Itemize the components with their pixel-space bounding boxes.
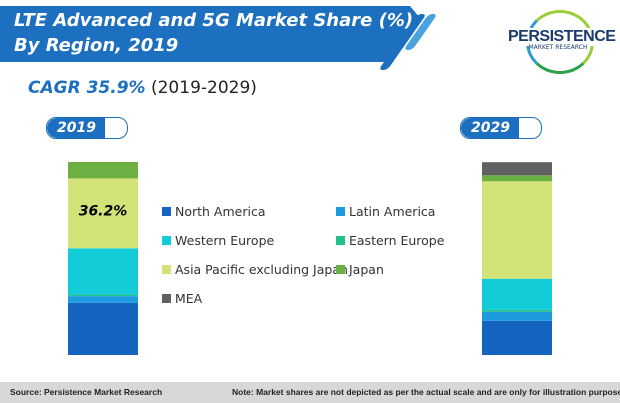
cagr-text: CAGR 35.9% (2019-2029) — [28, 78, 257, 98]
bar-segment-2029-japan — [482, 175, 552, 182]
bar-segment-2029-mea — [482, 162, 552, 176]
note-text: Note: Market shares are not depicted as … — [232, 387, 620, 397]
bar-segment-2029-western-europe — [482, 278, 552, 310]
legend-swatch — [336, 207, 345, 216]
bar-segment-2029-latin-america — [482, 311, 552, 321]
legend-label: Asia Pacific excluding Japan — [175, 262, 348, 277]
title-banner — [0, 6, 420, 62]
legend-item: Asia Pacific excluding Japan — [162, 262, 348, 277]
year-label: 2019 — [47, 118, 105, 138]
legend-swatch — [162, 265, 171, 274]
chart-title: LTE Advanced and 5G Market Share (%) By R… — [14, 8, 413, 58]
legend-item: Latin America — [336, 204, 435, 219]
legend-item: Eastern Europe — [336, 233, 444, 248]
data-label: 36.2% — [79, 203, 128, 219]
legend-label: Latin America — [349, 204, 436, 219]
title-line-2: By Region, 2019 — [14, 35, 179, 56]
legend-item: Japan — [336, 262, 384, 277]
legend-label: MEA — [175, 291, 203, 306]
legend-swatch — [162, 294, 171, 303]
bar-segment-2019-latin-america — [68, 296, 138, 303]
legend-label: Eastern Europe — [349, 233, 445, 248]
bar-segment-2019-eastern-europe — [68, 294, 138, 297]
logo-sub: MARKET RESEARCH — [528, 44, 588, 51]
source-text: Source: Persistence Market Research — [10, 387, 163, 397]
year-pill-2029: 2029 — [460, 117, 542, 139]
bar-segment-2029-eastern-europe — [482, 309, 552, 312]
legend-label: Japan — [349, 262, 384, 277]
bar-segment-2019-north-america — [68, 302, 138, 355]
cagr-value: CAGR 35.9% — [28, 78, 146, 98]
bar-segment-2029-north-america — [482, 320, 552, 355]
cagr-period: (2019-2029) — [150, 78, 257, 98]
footer: Source: Persistence Market Research Note:… — [0, 382, 620, 403]
bar-segment-2029-asia-pacific-excluding-japan — [482, 181, 552, 279]
legend-item: North America — [162, 204, 266, 219]
bar-segment-2019-japan — [68, 162, 138, 179]
legend-label: Western Europe — [175, 233, 275, 248]
logo: PERSISTENCE MARKET RESEARCH — [508, 10, 616, 74]
legend-item: Western Europe — [162, 233, 274, 248]
bar-segment-2019-asia-pacific-excluding-japan — [68, 178, 138, 249]
legend-swatch — [336, 236, 345, 245]
legend-swatch — [162, 236, 171, 245]
legend-item: MEA — [162, 291, 202, 306]
legend-label: North America — [175, 204, 266, 219]
legend-swatch — [162, 207, 171, 216]
year-pill-2019: 2019 — [46, 117, 128, 139]
bar-segment-2019-western-europe — [68, 248, 138, 295]
legend-swatch — [336, 265, 345, 274]
title-line-1: LTE Advanced and 5G Market Share (%) — [14, 10, 414, 31]
logo-name: PERSISTENCE — [508, 28, 616, 46]
year-label: 2029 — [461, 118, 519, 138]
